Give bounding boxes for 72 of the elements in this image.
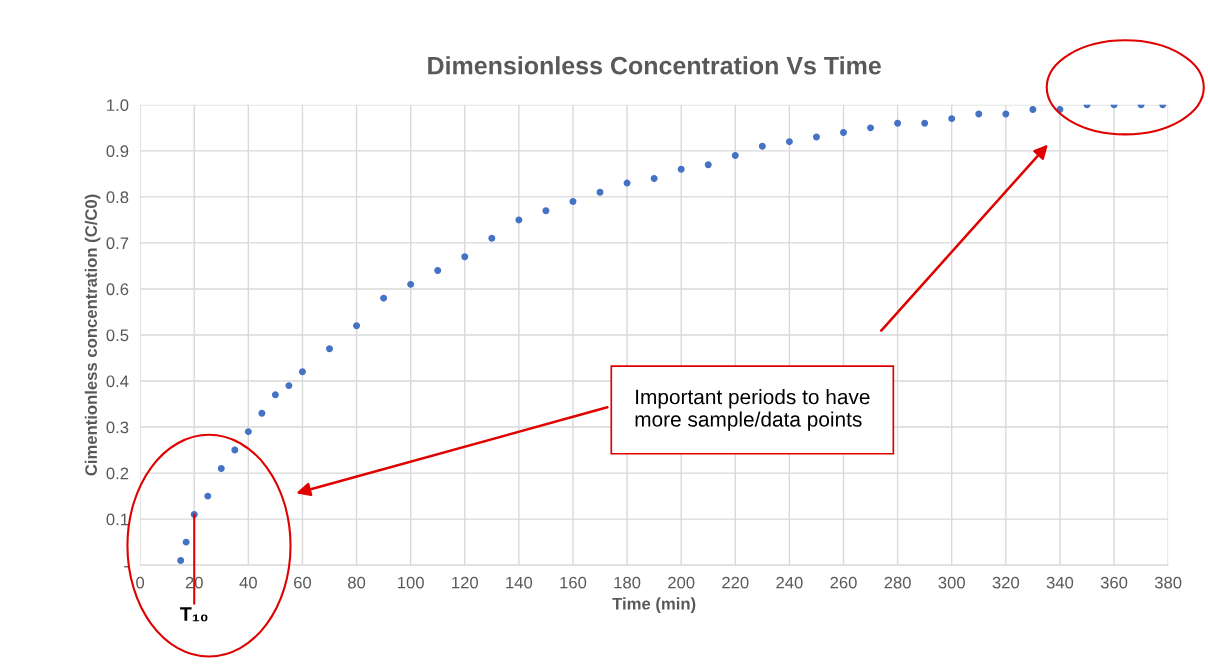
y-axis-title: Cimentionless concentration (C/C0) bbox=[84, 194, 101, 476]
point bbox=[380, 294, 388, 302]
x-tick-label: 280 bbox=[884, 576, 911, 589]
x-tick-label: 240 bbox=[776, 576, 803, 589]
x-tick-label: 160 bbox=[560, 576, 587, 589]
point bbox=[542, 207, 550, 215]
x-tick-label: 40 bbox=[239, 576, 257, 589]
x-tick-label: 320 bbox=[992, 576, 1020, 589]
point bbox=[840, 128, 847, 136]
point bbox=[921, 119, 929, 127]
point bbox=[271, 391, 279, 399]
y-tick-label: 1.0 bbox=[107, 99, 129, 112]
x-tick-label: 340 bbox=[1046, 576, 1074, 589]
point bbox=[623, 179, 631, 187]
y-tick-label: 0.3 bbox=[106, 421, 129, 434]
point bbox=[217, 465, 225, 472]
y-tick-label: 0.5 bbox=[106, 329, 129, 342]
y-tick-label: 0.2 bbox=[106, 467, 129, 480]
annotation: Important periods to have more sample/data points bbox=[635, 388, 870, 431]
x-tick-label: 260 bbox=[830, 576, 857, 589]
chart-title: Dimensionless Concentration Vs Time bbox=[428, 56, 881, 75]
annotation: T₁₀ bbox=[180, 607, 208, 622]
point bbox=[569, 198, 577, 205]
point bbox=[867, 124, 875, 132]
point bbox=[407, 280, 415, 288]
point bbox=[231, 446, 239, 454]
point bbox=[704, 161, 712, 169]
point bbox=[894, 119, 902, 127]
point bbox=[975, 110, 983, 118]
point bbox=[177, 557, 185, 565]
y-tick-label: 0.1 bbox=[106, 513, 129, 526]
point bbox=[326, 345, 333, 353]
point bbox=[204, 492, 212, 500]
x-tick-label: 380 bbox=[1154, 576, 1182, 589]
point bbox=[353, 322, 361, 330]
x-tick-label: 180 bbox=[614, 576, 641, 589]
point bbox=[461, 253, 469, 261]
x-tick-label: 200 bbox=[668, 576, 695, 589]
x-tick-label: 360 bbox=[1100, 576, 1128, 589]
point bbox=[285, 382, 293, 390]
point bbox=[182, 538, 190, 546]
x-tick-label: 220 bbox=[722, 576, 749, 589]
point bbox=[515, 216, 523, 224]
point bbox=[650, 175, 658, 182]
point bbox=[434, 267, 442, 275]
y-tick-label: 0.4 bbox=[106, 375, 129, 388]
y-tick-label: 0.6 bbox=[106, 283, 129, 296]
y-tick-label: 0.9 bbox=[106, 145, 129, 158]
x-axis-title: Time (min) bbox=[612, 597, 696, 613]
point bbox=[731, 151, 739, 159]
point bbox=[1029, 105, 1037, 113]
point bbox=[298, 368, 306, 376]
x-tick-label: 120 bbox=[452, 576, 479, 589]
point bbox=[258, 409, 266, 417]
x-tick-label: 60 bbox=[294, 576, 312, 589]
y-tick-label: 0.8 bbox=[106, 191, 129, 204]
point bbox=[677, 165, 685, 173]
x-tick-label: 300 bbox=[938, 576, 965, 589]
x-tick-label: 80 bbox=[348, 576, 366, 589]
x-tick-label: 0 bbox=[136, 576, 145, 589]
point bbox=[812, 133, 820, 141]
point bbox=[785, 138, 793, 146]
x-tick-label: 100 bbox=[398, 576, 424, 589]
point bbox=[488, 234, 496, 242]
x-tick-label: 140 bbox=[506, 576, 533, 589]
point bbox=[596, 188, 604, 196]
y-tick-label: 0.7 bbox=[106, 237, 129, 250]
point bbox=[948, 115, 956, 123]
point bbox=[244, 428, 252, 436]
point bbox=[1002, 110, 1010, 118]
point bbox=[758, 142, 766, 150]
y-tick-label: - bbox=[124, 566, 129, 568]
